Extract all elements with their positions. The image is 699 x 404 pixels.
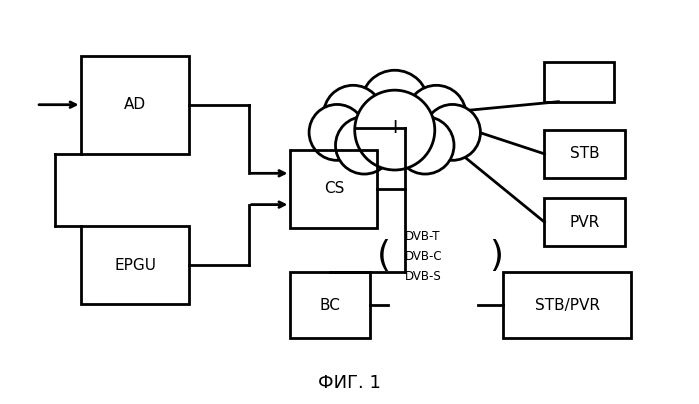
- Ellipse shape: [336, 117, 393, 174]
- Text: DVB-S: DVB-S: [405, 270, 442, 283]
- Ellipse shape: [396, 117, 454, 174]
- Text: (: (: [377, 239, 391, 273]
- Ellipse shape: [309, 105, 365, 160]
- Text: PVR: PVR: [570, 215, 600, 229]
- Text: I: I: [392, 119, 397, 137]
- Bar: [290, 150, 377, 228]
- Ellipse shape: [407, 85, 466, 144]
- Bar: [82, 226, 189, 304]
- Ellipse shape: [361, 70, 428, 137]
- Ellipse shape: [354, 90, 435, 170]
- Bar: [503, 272, 631, 339]
- Bar: [545, 130, 624, 178]
- Bar: [82, 56, 189, 154]
- Text: AD: AD: [124, 97, 147, 112]
- Text: DVB-C: DVB-C: [405, 250, 443, 263]
- Bar: [545, 198, 624, 246]
- Text: DVB-T: DVB-T: [405, 229, 440, 243]
- Text: ФИГ. 1: ФИГ. 1: [318, 374, 381, 391]
- Bar: [545, 61, 614, 102]
- Text: BC: BC: [320, 298, 341, 313]
- Text: CS: CS: [324, 181, 344, 196]
- Text: STB: STB: [570, 146, 599, 161]
- Ellipse shape: [324, 85, 383, 144]
- Text: STB/PVR: STB/PVR: [535, 298, 600, 313]
- Bar: [290, 272, 370, 339]
- Ellipse shape: [424, 105, 480, 160]
- Text: ): ): [489, 239, 503, 273]
- Text: EPGU: EPGU: [115, 258, 157, 273]
